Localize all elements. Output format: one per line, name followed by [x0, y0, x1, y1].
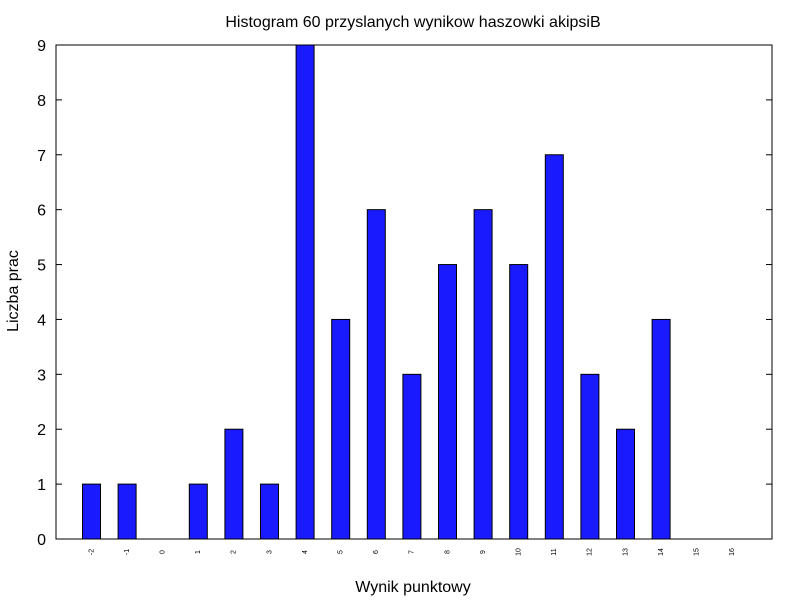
x-tick-label: 8 — [444, 550, 451, 554]
x-tick-label: 7 — [409, 550, 416, 554]
x-tick-label: 5 — [338, 550, 345, 554]
bar-2 — [224, 428, 244, 540]
y-tick-label: 0 — [37, 532, 46, 549]
y-tick-label: 2 — [37, 422, 46, 439]
x-tick-label: 2 — [231, 550, 238, 554]
bar-6 — [366, 209, 386, 540]
bar--2 — [82, 483, 101, 540]
bar-4 — [295, 44, 315, 540]
y-axis-label: Liczba prac — [5, 250, 22, 332]
x-tick-label: 15 — [694, 548, 701, 556]
bar-1 — [188, 483, 208, 540]
bar-13 — [616, 428, 635, 540]
bar-12 — [580, 373, 600, 540]
y-axis-ticks: 0 1 2 3 4 5 6 7 8 9 — [37, 38, 772, 549]
x-tick-label: 3 — [266, 550, 273, 554]
chart-title: Histogram 60 przyslanych wynikow haszowk… — [225, 14, 600, 31]
y-tick-label: 6 — [37, 203, 46, 220]
x-tick-label: -2 — [88, 549, 95, 555]
x-tick-label: 16 — [729, 548, 736, 556]
x-tick-label: 14 — [658, 548, 665, 556]
x-tick-label: 0 — [160, 550, 167, 554]
bar-14 — [651, 318, 671, 540]
bars — [82, 44, 671, 540]
y-tick-label: 3 — [37, 367, 46, 384]
bar-3 — [260, 483, 279, 540]
bar--1 — [117, 483, 137, 540]
y-tick-label: 7 — [37, 148, 46, 165]
x-tick-label: 6 — [373, 550, 380, 554]
x-axis-label: Wynik punktowy — [355, 579, 470, 596]
bar-11 — [544, 154, 564, 540]
y-tick-label: 9 — [37, 38, 46, 55]
x-tick-label: 11 — [551, 548, 558, 555]
y-tick-label: 4 — [37, 312, 46, 329]
bar-9 — [473, 209, 493, 540]
x-tick-label: 10 — [516, 548, 523, 556]
x-tick-label: 4 — [302, 550, 309, 554]
bar-7 — [402, 373, 422, 540]
y-tick-label: 8 — [37, 93, 46, 110]
y-tick-label: 1 — [37, 477, 46, 494]
x-axis-ticks: -2 -1 0 1 2 3 4 5 6 7 8 9 10 11 12 13 14 15 16 — [88, 548, 736, 556]
x-tick-label: 13 — [622, 548, 629, 556]
bar-10 — [509, 264, 529, 540]
x-tick-label: -1 — [124, 549, 131, 555]
x-tick-label: 12 — [587, 548, 594, 556]
y-tick-label: 5 — [37, 258, 46, 275]
bar-5 — [331, 318, 351, 540]
x-tick-label: 1 — [195, 550, 202, 554]
x-tick-label: 9 — [480, 550, 487, 554]
bar-8 — [438, 264, 457, 540]
